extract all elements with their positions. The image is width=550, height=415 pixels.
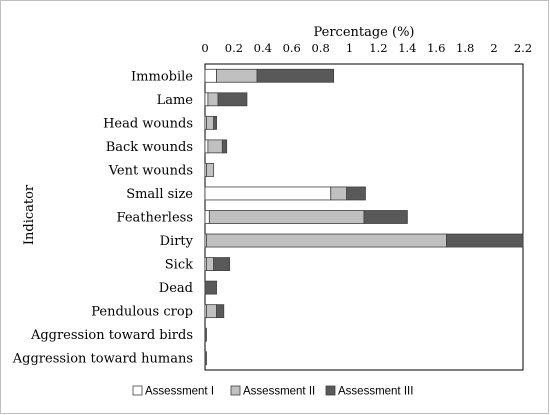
x-tick-label: 1.8 — [456, 41, 474, 55]
x-tick-label: 0 — [201, 41, 208, 55]
legend: Assessment I Assessment II Assessment III — [132, 385, 413, 398]
bar-segment — [213, 257, 230, 271]
x-tick-label: 1.6 — [427, 41, 445, 55]
bar-segment — [204, 186, 332, 201]
category-label: Aggression toward birds — [30, 328, 193, 343]
x-tick-label: 1 — [346, 41, 353, 55]
category-label: Sick — [165, 258, 193, 273]
bar-segment — [213, 115, 217, 130]
bar-segment — [204, 280, 217, 295]
category-label: Small size — [126, 187, 193, 202]
legend-swatch — [132, 385, 143, 396]
category-label: Lame — [157, 93, 194, 108]
category-label: Pendulous crop — [91, 305, 193, 320]
bar-segment — [204, 351, 207, 366]
bar-segment — [204, 92, 209, 107]
bar-segment — [204, 210, 210, 224]
bar-segment — [330, 186, 348, 201]
bar-segment — [216, 304, 225, 319]
x-tick-label: 1.4 — [398, 41, 416, 55]
bar-segment — [206, 233, 447, 248]
bar-segment — [204, 139, 209, 154]
bar-segment — [207, 139, 223, 154]
category-label: Featherless — [117, 211, 193, 226]
bars — [204, 68, 524, 366]
legend-label: Assessment I — [145, 386, 214, 398]
x-tick-label: 0.8 — [311, 41, 329, 55]
legend-swatch — [325, 385, 336, 396]
category-label: Back wounds — [106, 140, 193, 155]
bar-segment — [206, 163, 215, 177]
bar-segment — [207, 92, 219, 107]
y-axis-title: Indicator — [22, 184, 37, 245]
x-tick-label: 1.2 — [369, 41, 387, 55]
bar-segment — [204, 327, 207, 342]
bar-segment — [221, 139, 228, 154]
bar-segment — [346, 186, 366, 201]
bar-segment — [363, 210, 408, 224]
bar-segment — [206, 257, 215, 271]
category-label: Dead — [159, 281, 193, 296]
x-tick-label: 0.6 — [283, 41, 301, 55]
category-label: Dirty — [160, 234, 194, 249]
x-tick-label: 0.2 — [225, 41, 243, 55]
x-tick-label: 2 — [490, 41, 497, 55]
legend-label: Assessment III — [338, 386, 413, 398]
category-labels: Immobile Lame Head wounds Back wounds Vent w… — [12, 69, 194, 366]
x-tick-labels: 0 0.2 0.4 0.6 0.8 1 1.2 1.4 1.6 1.8 2 2.2 — [201, 41, 532, 55]
bar-segment — [208, 210, 365, 224]
bar-segment — [217, 92, 248, 107]
bar-segment — [206, 115, 215, 130]
bar-segment — [256, 68, 335, 83]
bar-segment — [445, 233, 524, 248]
legend-label: Assessment II — [243, 386, 315, 398]
category-label: Vent wounds — [108, 163, 193, 178]
category-label: Head wounds — [103, 116, 193, 131]
category-label: Immobile — [131, 69, 193, 84]
bar-segment — [216, 68, 258, 83]
bar-segment — [206, 304, 217, 319]
bar-segment — [204, 68, 217, 83]
x-axis-title: Percentage (%) — [313, 25, 414, 40]
x-tick-label: 2.2 — [514, 41, 532, 55]
legend-swatch — [230, 385, 241, 396]
x-tick-label: 0.4 — [254, 41, 272, 55]
category-label: Aggression toward humans — [12, 352, 193, 367]
